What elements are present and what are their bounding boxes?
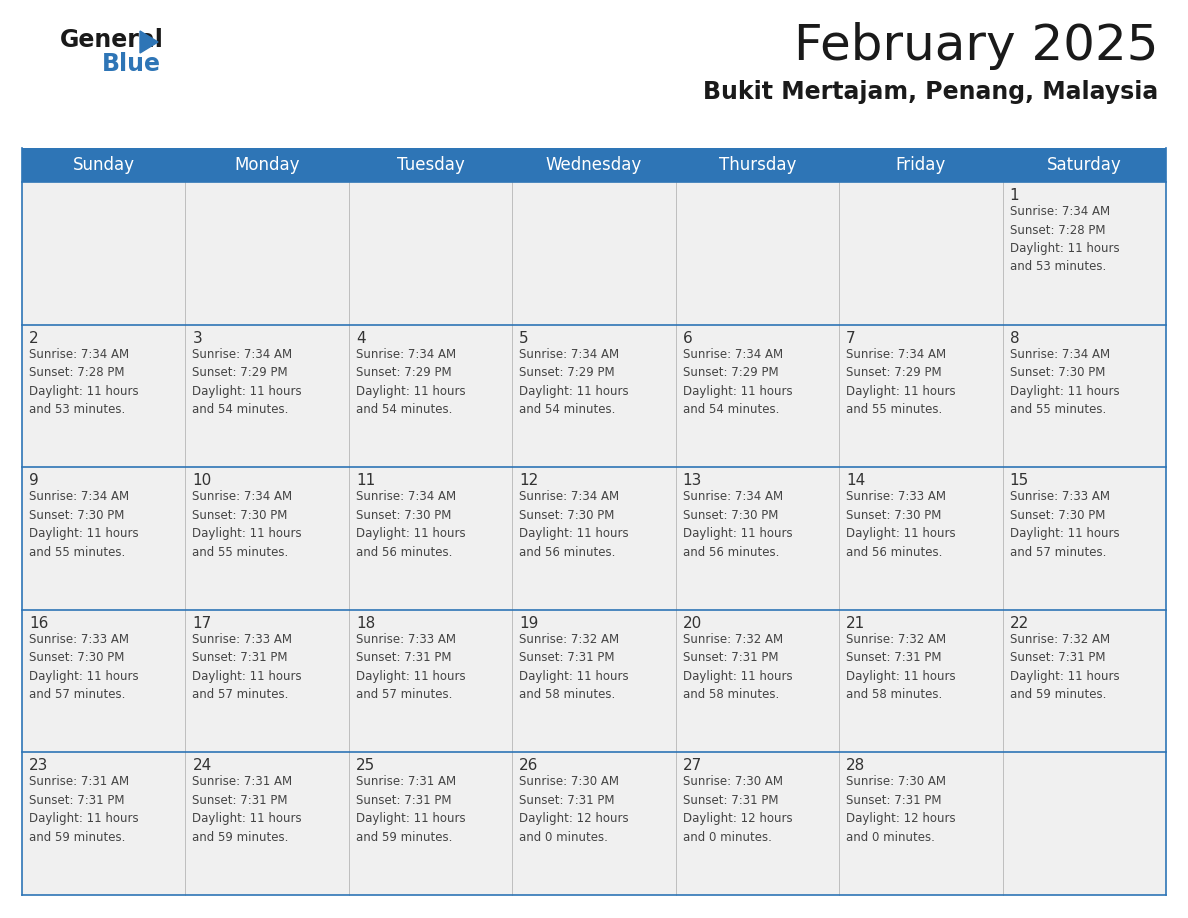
Text: Sunrise: 7:34 AM
Sunset: 7:29 PM
Daylight: 11 hours
and 54 minutes.: Sunrise: 7:34 AM Sunset: 7:29 PM Dayligh… (192, 348, 302, 416)
Bar (23, 467, 1165, 610)
Text: Sunrise: 7:31 AM
Sunset: 7:31 PM
Daylight: 11 hours
and 59 minutes.: Sunrise: 7:31 AM Sunset: 7:31 PM Dayligh… (192, 776, 302, 844)
Text: Sunrise: 7:34 AM
Sunset: 7:30 PM
Daylight: 11 hours
and 55 minutes.: Sunrise: 7:34 AM Sunset: 7:30 PM Dayligh… (29, 490, 139, 559)
Text: 19: 19 (519, 616, 538, 631)
Text: 26: 26 (519, 758, 538, 773)
Text: Sunrise: 7:32 AM
Sunset: 7:31 PM
Daylight: 11 hours
and 58 minutes.: Sunrise: 7:32 AM Sunset: 7:31 PM Dayligh… (846, 633, 956, 701)
Text: Sunrise: 7:30 AM
Sunset: 7:31 PM
Daylight: 12 hours
and 0 minutes.: Sunrise: 7:30 AM Sunset: 7:31 PM Dayligh… (519, 776, 628, 844)
Text: 27: 27 (683, 758, 702, 773)
Text: 20: 20 (683, 616, 702, 631)
Text: Sunrise: 7:34 AM
Sunset: 7:30 PM
Daylight: 11 hours
and 56 minutes.: Sunrise: 7:34 AM Sunset: 7:30 PM Dayligh… (519, 490, 628, 559)
Text: Sunrise: 7:34 AM
Sunset: 7:30 PM
Daylight: 11 hours
and 55 minutes.: Sunrise: 7:34 AM Sunset: 7:30 PM Dayligh… (1010, 348, 1119, 416)
Text: 5: 5 (519, 330, 529, 345)
Text: 6: 6 (683, 330, 693, 345)
Text: 16: 16 (29, 616, 49, 631)
Text: Sunrise: 7:33 AM
Sunset: 7:30 PM
Daylight: 11 hours
and 57 minutes.: Sunrise: 7:33 AM Sunset: 7:30 PM Dayligh… (29, 633, 139, 701)
Text: 1: 1 (1010, 188, 1019, 203)
Text: Thursday: Thursday (719, 156, 796, 174)
Text: Sunrise: 7:33 AM
Sunset: 7:31 PM
Daylight: 11 hours
and 57 minutes.: Sunrise: 7:33 AM Sunset: 7:31 PM Dayligh… (356, 633, 466, 701)
Text: Sunday: Sunday (72, 156, 134, 174)
Text: 22: 22 (1010, 616, 1029, 631)
Text: 28: 28 (846, 758, 865, 773)
Text: 9: 9 (29, 473, 39, 488)
Polygon shape (140, 31, 158, 53)
Text: 21: 21 (846, 616, 865, 631)
Bar (23, 182, 1165, 325)
Text: 25: 25 (356, 758, 375, 773)
Text: Sunrise: 7:34 AM
Sunset: 7:30 PM
Daylight: 11 hours
and 56 minutes.: Sunrise: 7:34 AM Sunset: 7:30 PM Dayligh… (356, 490, 466, 559)
Text: 8: 8 (1010, 330, 1019, 345)
Text: Sunrise: 7:34 AM
Sunset: 7:29 PM
Daylight: 11 hours
and 54 minutes.: Sunrise: 7:34 AM Sunset: 7:29 PM Dayligh… (683, 348, 792, 416)
Text: 10: 10 (192, 473, 211, 488)
Text: 7: 7 (846, 330, 855, 345)
Text: February 2025: February 2025 (794, 22, 1158, 70)
Text: Sunrise: 7:33 AM
Sunset: 7:30 PM
Daylight: 11 hours
and 56 minutes.: Sunrise: 7:33 AM Sunset: 7:30 PM Dayligh… (846, 490, 956, 559)
Text: Sunrise: 7:33 AM
Sunset: 7:30 PM
Daylight: 11 hours
and 57 minutes.: Sunrise: 7:33 AM Sunset: 7:30 PM Dayligh… (1010, 490, 1119, 559)
Text: Sunrise: 7:34 AM
Sunset: 7:29 PM
Daylight: 11 hours
and 55 minutes.: Sunrise: 7:34 AM Sunset: 7:29 PM Dayligh… (846, 348, 956, 416)
Bar (23, 753, 1165, 895)
Text: Sunrise: 7:34 AM
Sunset: 7:28 PM
Daylight: 11 hours
and 53 minutes.: Sunrise: 7:34 AM Sunset: 7:28 PM Dayligh… (1010, 205, 1119, 274)
Text: Sunrise: 7:34 AM
Sunset: 7:29 PM
Daylight: 11 hours
and 54 minutes.: Sunrise: 7:34 AM Sunset: 7:29 PM Dayligh… (356, 348, 466, 416)
Text: 13: 13 (683, 473, 702, 488)
Text: 14: 14 (846, 473, 865, 488)
Text: Monday: Monday (234, 156, 299, 174)
Text: Sunrise: 7:31 AM
Sunset: 7:31 PM
Daylight: 11 hours
and 59 minutes.: Sunrise: 7:31 AM Sunset: 7:31 PM Dayligh… (29, 776, 139, 844)
Text: Sunrise: 7:31 AM
Sunset: 7:31 PM
Daylight: 11 hours
and 59 minutes.: Sunrise: 7:31 AM Sunset: 7:31 PM Dayligh… (356, 776, 466, 844)
Text: Sunrise: 7:33 AM
Sunset: 7:31 PM
Daylight: 11 hours
and 57 minutes.: Sunrise: 7:33 AM Sunset: 7:31 PM Dayligh… (192, 633, 302, 701)
Text: 2: 2 (29, 330, 39, 345)
Text: 11: 11 (356, 473, 375, 488)
Text: Sunrise: 7:34 AM
Sunset: 7:30 PM
Daylight: 11 hours
and 56 minutes.: Sunrise: 7:34 AM Sunset: 7:30 PM Dayligh… (683, 490, 792, 559)
Text: 23: 23 (29, 758, 49, 773)
Text: Blue: Blue (102, 52, 162, 76)
Text: 4: 4 (356, 330, 366, 345)
Text: 17: 17 (192, 616, 211, 631)
Text: 12: 12 (519, 473, 538, 488)
Text: Sunrise: 7:32 AM
Sunset: 7:31 PM
Daylight: 11 hours
and 58 minutes.: Sunrise: 7:32 AM Sunset: 7:31 PM Dayligh… (683, 633, 792, 701)
Text: 3: 3 (192, 330, 202, 345)
Bar (23, 610, 1165, 753)
Text: 24: 24 (192, 758, 211, 773)
Text: Sunrise: 7:34 AM
Sunset: 7:28 PM
Daylight: 11 hours
and 53 minutes.: Sunrise: 7:34 AM Sunset: 7:28 PM Dayligh… (29, 348, 139, 416)
Text: Tuesday: Tuesday (397, 156, 465, 174)
Text: Sunrise: 7:34 AM
Sunset: 7:30 PM
Daylight: 11 hours
and 55 minutes.: Sunrise: 7:34 AM Sunset: 7:30 PM Dayligh… (192, 490, 302, 559)
Text: Sunrise: 7:30 AM
Sunset: 7:31 PM
Daylight: 12 hours
and 0 minutes.: Sunrise: 7:30 AM Sunset: 7:31 PM Dayligh… (683, 776, 792, 844)
Text: Sunrise: 7:32 AM
Sunset: 7:31 PM
Daylight: 11 hours
and 59 minutes.: Sunrise: 7:32 AM Sunset: 7:31 PM Dayligh… (1010, 633, 1119, 701)
Text: Saturday: Saturday (1047, 156, 1121, 174)
Text: 15: 15 (1010, 473, 1029, 488)
Text: 18: 18 (356, 616, 375, 631)
Text: Sunrise: 7:32 AM
Sunset: 7:31 PM
Daylight: 11 hours
and 58 minutes.: Sunrise: 7:32 AM Sunset: 7:31 PM Dayligh… (519, 633, 628, 701)
Bar (23, 148, 1165, 182)
Bar (23, 325, 1165, 467)
Text: Friday: Friday (896, 156, 946, 174)
Text: Bukit Mertajam, Penang, Malaysia: Bukit Mertajam, Penang, Malaysia (703, 80, 1158, 104)
Text: Sunrise: 7:34 AM
Sunset: 7:29 PM
Daylight: 11 hours
and 54 minutes.: Sunrise: 7:34 AM Sunset: 7:29 PM Dayligh… (519, 348, 628, 416)
Text: Sunrise: 7:30 AM
Sunset: 7:31 PM
Daylight: 12 hours
and 0 minutes.: Sunrise: 7:30 AM Sunset: 7:31 PM Dayligh… (846, 776, 956, 844)
Text: General: General (61, 28, 164, 52)
Text: Wednesday: Wednesday (545, 156, 643, 174)
